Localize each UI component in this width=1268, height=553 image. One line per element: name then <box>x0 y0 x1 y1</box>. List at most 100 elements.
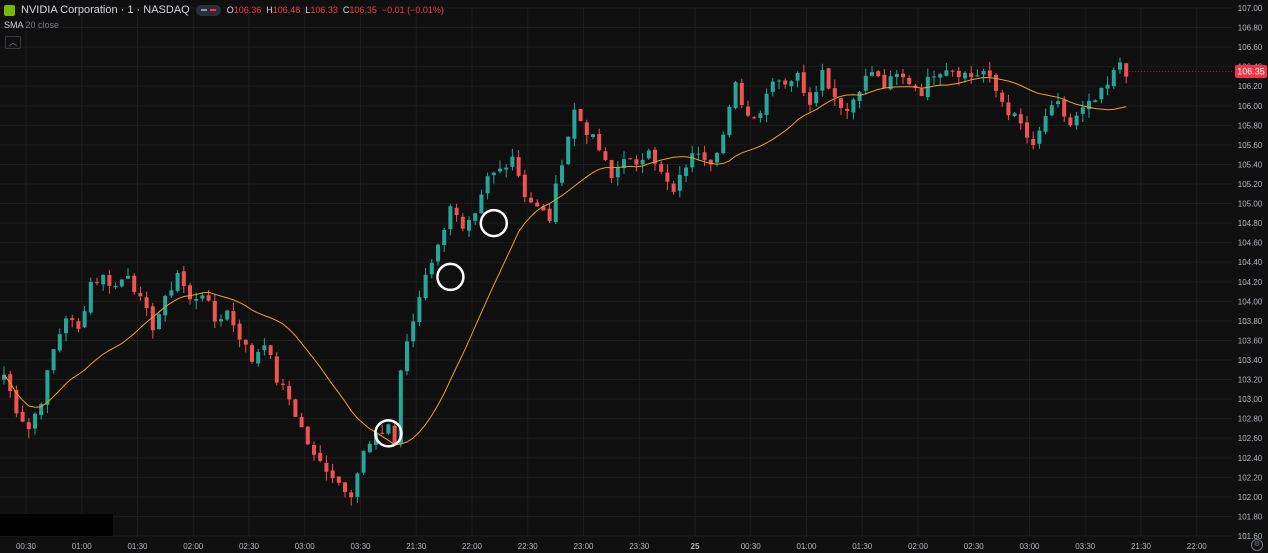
price-tick-label: 107.00 <box>1238 4 1263 13</box>
candle <box>746 100 750 118</box>
candle <box>138 286 143 301</box>
candle-body <box>603 151 608 161</box>
price-tick-label: 103.80 <box>1238 317 1263 326</box>
candle-body <box>126 275 130 279</box>
time-tick-label: 22:00 <box>462 542 483 551</box>
candle <box>361 450 366 475</box>
candle <box>163 294 168 322</box>
candle-body <box>467 220 471 231</box>
candle <box>268 344 273 360</box>
candle <box>876 69 881 78</box>
time-tick-label: 01:00 <box>72 542 93 551</box>
time-tick-label: 03:00 <box>295 542 316 551</box>
candle <box>696 146 701 161</box>
candle-body <box>361 450 366 473</box>
candle-body <box>758 113 763 119</box>
candle-body <box>659 164 664 172</box>
candles[interactable] <box>2 57 1129 506</box>
candle <box>1037 126 1042 149</box>
candle-body <box>708 159 713 165</box>
candle <box>510 149 515 171</box>
candle-body <box>628 158 633 160</box>
indicator-legend[interactable]: SMA 20 close <box>4 20 59 30</box>
candle-body <box>783 80 788 85</box>
candle <box>1043 108 1048 135</box>
candle-body <box>808 92 812 105</box>
candle <box>442 227 447 252</box>
candle <box>26 418 31 438</box>
price-tick-label: 106.00 <box>1238 102 1263 111</box>
candle-body <box>448 206 453 230</box>
candle-body <box>107 275 112 286</box>
candle-body <box>417 297 422 323</box>
candle-body <box>454 207 459 216</box>
candle-body <box>746 106 750 116</box>
candle <box>1124 62 1129 84</box>
time-axis[interactable]: 00:30 01:00 01:30 02:00 02:30 03:00 03:30 21:30… <box>16 542 1207 551</box>
candle <box>578 108 583 122</box>
candle-body <box>312 445 316 455</box>
candle <box>597 128 602 152</box>
candle <box>795 71 800 88</box>
time-tick-label: 03:30 <box>350 542 371 551</box>
candle-body <box>770 81 775 92</box>
visibility-toggle[interactable] <box>195 4 221 16</box>
candle <box>752 115 757 120</box>
candle-body <box>547 208 552 221</box>
candle-body <box>498 168 502 172</box>
symbol-title[interactable]: NVIDIA Corporation · 1 · NASDAQ <box>21 4 190 16</box>
candle <box>411 313 416 348</box>
candle-body <box>64 318 68 334</box>
candle-body <box>237 323 242 340</box>
candle <box>584 119 589 144</box>
candle <box>188 282 192 305</box>
candle <box>1111 67 1116 89</box>
price-tick-label: 103.20 <box>1238 376 1263 385</box>
candle-body <box>14 389 19 414</box>
candle-body <box>144 297 149 309</box>
price-tick-label: 101.60 <box>1238 532 1263 541</box>
time-tick-label: 21:30 <box>1131 542 1152 551</box>
candle-body <box>1118 62 1122 70</box>
candle-body <box>715 152 719 163</box>
time-tick-label: 02:00 <box>183 542 204 551</box>
candle <box>671 180 676 195</box>
candle <box>987 62 992 83</box>
gear-icon[interactable]: ⚙ <box>1251 539 1263 551</box>
candle-body <box>777 80 781 82</box>
indicator-params: 20 close <box>25 20 60 30</box>
candle-body <box>1018 114 1023 124</box>
candle-body <box>442 229 447 246</box>
candle <box>212 293 217 329</box>
candle <box>70 314 75 328</box>
candle <box>405 334 409 376</box>
price-tick-label: 105.00 <box>1238 200 1263 209</box>
candle <box>702 145 707 167</box>
candle-body <box>163 295 168 316</box>
candle <box>95 277 99 286</box>
collapse-legend-button[interactable]: ︿ <box>5 36 21 49</box>
candle <box>119 279 124 288</box>
candle <box>76 318 81 333</box>
candle <box>1080 100 1085 123</box>
candle-body <box>33 413 37 429</box>
price-axis[interactable]: 107.00106.80106.60106.40106.20106.00105.… <box>1238 4 1263 541</box>
candle <box>274 352 279 386</box>
candle-body <box>1111 70 1116 87</box>
candle-body <box>584 122 589 136</box>
candle <box>330 463 335 484</box>
candle <box>45 370 50 414</box>
candle-body <box>975 75 980 77</box>
candle <box>1087 93 1091 118</box>
candle-body <box>95 282 99 284</box>
candle <box>640 153 645 173</box>
candle <box>938 72 943 87</box>
candle-body <box>1068 117 1073 126</box>
candle <box>882 68 887 89</box>
ohlc-close: C106.35 <box>342 5 377 15</box>
candle <box>541 204 546 211</box>
candle <box>944 63 949 77</box>
candle <box>994 73 998 98</box>
candle <box>498 160 502 174</box>
